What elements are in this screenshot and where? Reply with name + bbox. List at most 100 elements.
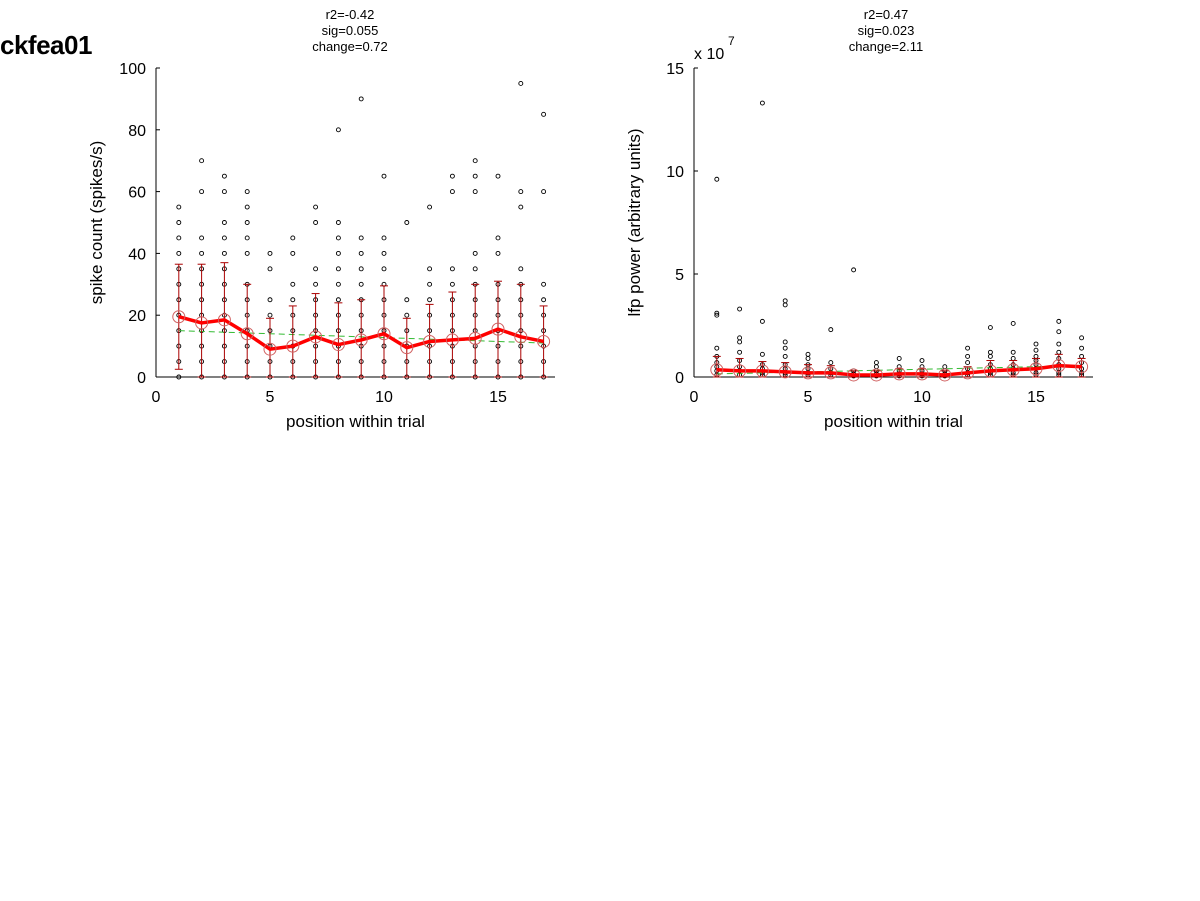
mean-marker — [755, 364, 769, 378]
data-point — [313, 204, 319, 210]
data-point — [1010, 356, 1016, 361]
stat-line: sig=0.055 — [322, 23, 379, 38]
data-point — [896, 356, 902, 361]
data-point — [427, 281, 433, 287]
x-tick-label: 15 — [489, 389, 507, 406]
data-point — [1010, 320, 1016, 326]
data-point — [199, 189, 205, 195]
data-point — [472, 173, 478, 179]
x-tick-label: 15 — [1027, 389, 1045, 406]
mean-marker — [263, 342, 277, 356]
mean-marker — [1006, 363, 1020, 377]
data-point — [381, 173, 387, 179]
data-point — [267, 297, 273, 303]
mean-marker — [468, 331, 482, 345]
data-point — [176, 220, 182, 225]
data-point — [381, 250, 387, 256]
data-point — [495, 250, 501, 256]
data-point — [1056, 349, 1062, 355]
y-tick-label: 40 — [128, 246, 146, 263]
data-point — [987, 325, 993, 331]
data-point — [176, 204, 182, 210]
exponent-power: 7 — [728, 34, 735, 48]
data-point — [828, 327, 834, 333]
data-point — [873, 360, 879, 366]
data-point — [427, 266, 433, 272]
data-point — [472, 266, 478, 272]
data-point — [358, 96, 364, 102]
data-point — [518, 266, 524, 272]
data-point — [267, 250, 273, 256]
data-point — [782, 302, 788, 308]
data-point — [449, 189, 455, 195]
data-point — [267, 266, 273, 272]
data-point — [244, 235, 250, 241]
x-tick-label: 10 — [375, 389, 393, 406]
data-point — [199, 158, 205, 164]
data-point — [176, 235, 182, 241]
data-point — [244, 189, 250, 195]
mean-marker — [869, 368, 883, 382]
mean-marker — [309, 330, 323, 344]
data-point — [221, 189, 227, 195]
data-point — [965, 360, 971, 366]
mean-marker — [423, 334, 437, 348]
mean-marker — [847, 368, 861, 382]
data-point — [782, 298, 788, 304]
x-tick-label: 5 — [804, 389, 813, 406]
data-point — [472, 189, 478, 195]
data-point — [782, 345, 788, 351]
x-tick-label: 10 — [913, 389, 931, 406]
data-point — [221, 250, 227, 256]
data-point — [449, 281, 455, 287]
data-point — [737, 349, 743, 355]
data-point — [335, 266, 341, 272]
data-point — [1079, 345, 1085, 351]
mean-marker — [1075, 360, 1089, 374]
data-point — [427, 204, 433, 210]
data-point — [541, 189, 547, 195]
y-axis-title: spike count (spikes/s) — [87, 141, 106, 304]
data-point — [472, 250, 478, 256]
data-point — [176, 374, 182, 380]
x-tick-label: 0 — [152, 389, 161, 406]
data-point — [290, 297, 296, 303]
y-tick-label: 15 — [666, 61, 684, 78]
y-tick-label: 20 — [128, 308, 146, 325]
y-axis-title: lfp power (arbitrary units) — [625, 128, 644, 316]
y-tick-label: 60 — [128, 185, 146, 202]
data-point — [199, 250, 205, 256]
data-point — [358, 250, 364, 256]
data-point — [358, 281, 364, 287]
data-point — [1056, 329, 1062, 335]
data-point — [404, 312, 410, 318]
data-point — [1079, 353, 1085, 359]
data-point — [1033, 341, 1039, 347]
data-point — [335, 220, 341, 225]
mean-marker — [733, 364, 747, 378]
data-point — [942, 364, 948, 370]
data-point — [244, 204, 250, 210]
y-tick-label: 80 — [128, 123, 146, 140]
data-point — [313, 266, 319, 272]
mean-marker — [983, 364, 997, 378]
mean-marker — [286, 339, 300, 353]
y-tick-label: 100 — [119, 61, 146, 78]
data-point — [335, 297, 341, 303]
data-point — [472, 158, 478, 164]
data-point — [1033, 353, 1039, 359]
data-point — [495, 173, 501, 179]
mean-marker — [824, 366, 838, 380]
page-label: ckfea01 — [0, 30, 92, 60]
x-axis-title: position within trial — [286, 412, 425, 431]
data-point — [805, 356, 811, 361]
data-point — [267, 312, 273, 318]
y-tick-label: 10 — [666, 164, 684, 181]
data-point — [919, 358, 925, 363]
data-point — [541, 111, 547, 117]
data-point — [290, 250, 296, 256]
mean-marker — [961, 366, 975, 380]
mean-marker — [240, 327, 254, 341]
stat-line: change=0.72 — [312, 39, 388, 54]
